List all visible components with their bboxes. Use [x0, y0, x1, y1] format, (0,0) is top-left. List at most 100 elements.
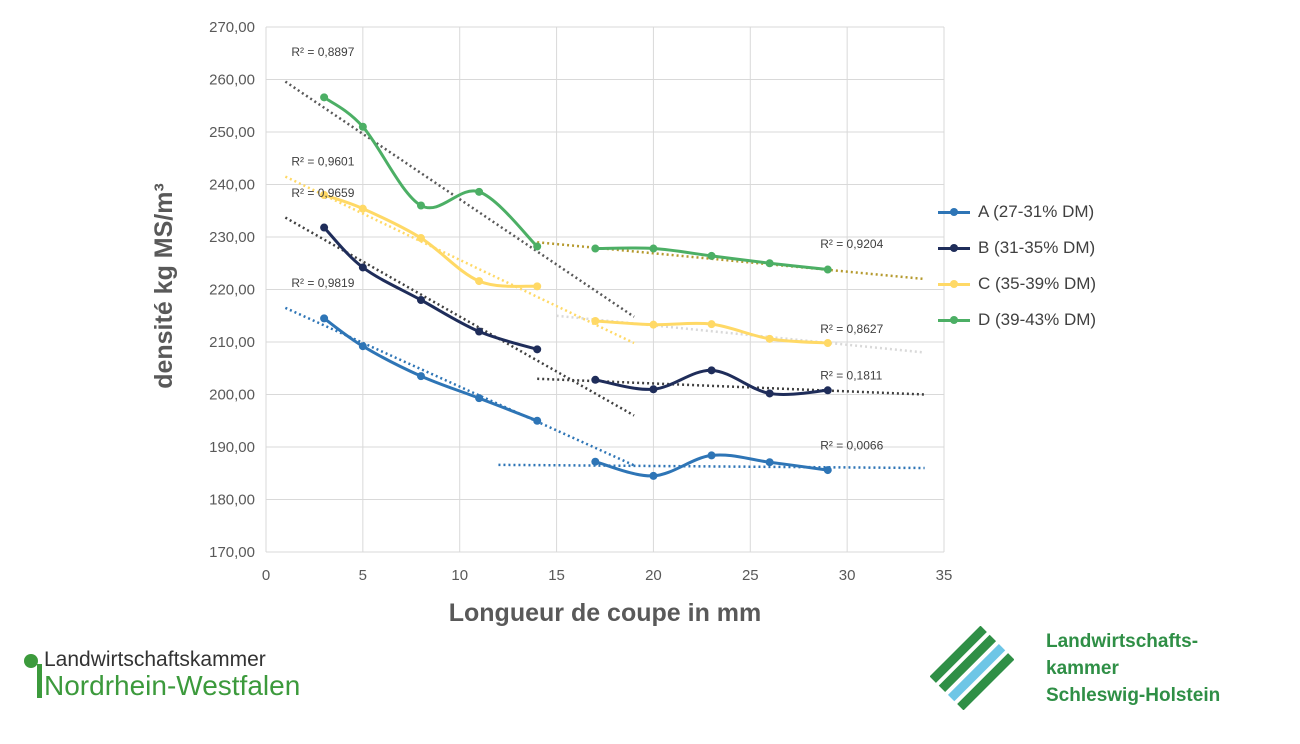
- data-point: [416, 201, 425, 210]
- data-point: [649, 244, 658, 253]
- data-point: [707, 366, 716, 375]
- series-line: [323, 317, 538, 423]
- data-point: [823, 265, 832, 274]
- r-squared-label: R² = 0,9819: [291, 276, 354, 290]
- x-tick-labels: 0 5 10 15 20 25 30 35: [262, 567, 953, 584]
- data-point: [823, 466, 832, 475]
- y-tick-label: 210,00: [209, 334, 255, 351]
- trendlines: [284, 80, 925, 470]
- y-tick-label: 190,00: [209, 439, 255, 456]
- trendline: [284, 306, 635, 467]
- series-markers: [320, 93, 832, 480]
- data-point: [358, 204, 367, 213]
- legend-label: D (39-43% DM): [978, 310, 1097, 329]
- legend-label: B (31-35% DM): [978, 238, 1096, 257]
- data-point: [649, 385, 658, 394]
- data-point: [533, 345, 542, 354]
- data-point: [591, 457, 600, 466]
- y-tick-label: 220,00: [209, 282, 255, 299]
- data-point: [358, 122, 367, 131]
- legend-swatch: [938, 315, 970, 324]
- data-point: [416, 296, 425, 304]
- data-point: [591, 317, 600, 325]
- logo-left-line2: Nordrhein-Westfalen: [44, 670, 301, 701]
- x-tick-label: 30: [839, 567, 856, 584]
- data-point: [591, 375, 600, 384]
- data-point: [320, 93, 329, 102]
- r-squared-label: R² = 0,8897: [291, 45, 354, 59]
- series-lines: [323, 96, 828, 478]
- legend-label: A (27-31% DM): [978, 202, 1095, 221]
- r-squared-labels: R² = 0,9819 R² = 0,0066 R² = 0,9659 R² = 0,…: [291, 45, 883, 453]
- data-point: [475, 187, 484, 196]
- data-point: [358, 263, 367, 272]
- x-tick-label: 25: [742, 567, 759, 584]
- logo-bar-icon: [37, 664, 42, 698]
- data-point: [320, 314, 329, 323]
- x-tick-label: 5: [359, 567, 367, 584]
- legend-label: C (35-39% DM): [978, 274, 1097, 293]
- y-tick-label: 230,00: [209, 229, 255, 246]
- logo-left-line1: Landwirtschaftskammer: [44, 648, 266, 671]
- data-point: [358, 342, 367, 351]
- trendline: [284, 80, 635, 318]
- series-line: [323, 96, 539, 248]
- y-axis-title: densité kg MS/m³: [150, 183, 178, 389]
- data-point: [475, 277, 484, 286]
- data-point: [707, 320, 716, 329]
- r-squared-label: R² = 0,8627: [820, 322, 883, 336]
- data-point: [416, 234, 425, 243]
- legend-swatch: [938, 279, 970, 288]
- y-tick-label: 200,00: [209, 387, 255, 404]
- data-point: [475, 394, 484, 403]
- r-squared-label: R² = 0,0066: [820, 439, 883, 453]
- data-point: [707, 251, 716, 260]
- data-point: [765, 458, 774, 467]
- logo-lwk-sh: Landwirtschafts- kammer Schleswig-Holste…: [1046, 628, 1220, 709]
- data-point: [649, 471, 658, 480]
- data-point: [707, 451, 716, 460]
- data-point: [320, 223, 329, 232]
- r-squared-label: R² = 0,9204: [820, 237, 883, 251]
- legend-swatch: [938, 243, 970, 252]
- trendline: [498, 463, 925, 470]
- data-point: [765, 334, 774, 343]
- data-point: [533, 416, 542, 425]
- x-tick-label: 0: [262, 567, 270, 584]
- trendline: [284, 175, 635, 345]
- data-point: [591, 244, 600, 253]
- data-point: [823, 339, 832, 348]
- data-point: [649, 320, 658, 329]
- data-point: [765, 259, 774, 268]
- logo-right-line2: kammer: [1046, 658, 1119, 679]
- legend-item: C (35-39% DM): [938, 266, 1096, 302]
- data-point: [533, 282, 542, 291]
- y-tick-label: 260,00: [209, 72, 255, 89]
- y-tick-labels: 170,00 180,00 190,00 200,00 210,00 220,00 230,…: [209, 19, 255, 561]
- data-point: [416, 372, 425, 381]
- r-squared-label: R² = 0,1811: [820, 368, 882, 382]
- r-squared-label: R² = 0,9601: [291, 155, 354, 169]
- x-tick-label: 20: [645, 567, 662, 584]
- data-point: [823, 386, 832, 395]
- data-point: [320, 191, 329, 199]
- r-squared-label: R² = 0,9659: [291, 186, 354, 200]
- x-tick-label: 35: [936, 567, 953, 584]
- x-tick-label: 15: [548, 567, 565, 584]
- logo-right-line1: Landwirtschafts-: [1046, 631, 1199, 652]
- x-axis-title: Longueur de coupe in mm: [449, 599, 762, 627]
- legend: A (27-31% DM) B (31-35% DM) C (35-39% DM) D…: [938, 194, 1096, 338]
- legend-item: B (31-35% DM): [938, 230, 1096, 266]
- y-tick-label: 170,00: [209, 544, 255, 561]
- data-point: [475, 327, 484, 336]
- x-tick-label: 10: [451, 567, 468, 584]
- legend-item: D (39-43% DM): [938, 302, 1096, 338]
- legend-swatch: [938, 207, 970, 216]
- logo-right-line3: Schleswig-Holstein: [1046, 685, 1221, 706]
- logo-stripes-icon: [930, 626, 1014, 710]
- legend-item: A (27-31% DM): [938, 194, 1096, 230]
- data-point: [533, 242, 542, 251]
- y-tick-label: 180,00: [209, 492, 255, 509]
- y-tick-label: 240,00: [209, 177, 255, 194]
